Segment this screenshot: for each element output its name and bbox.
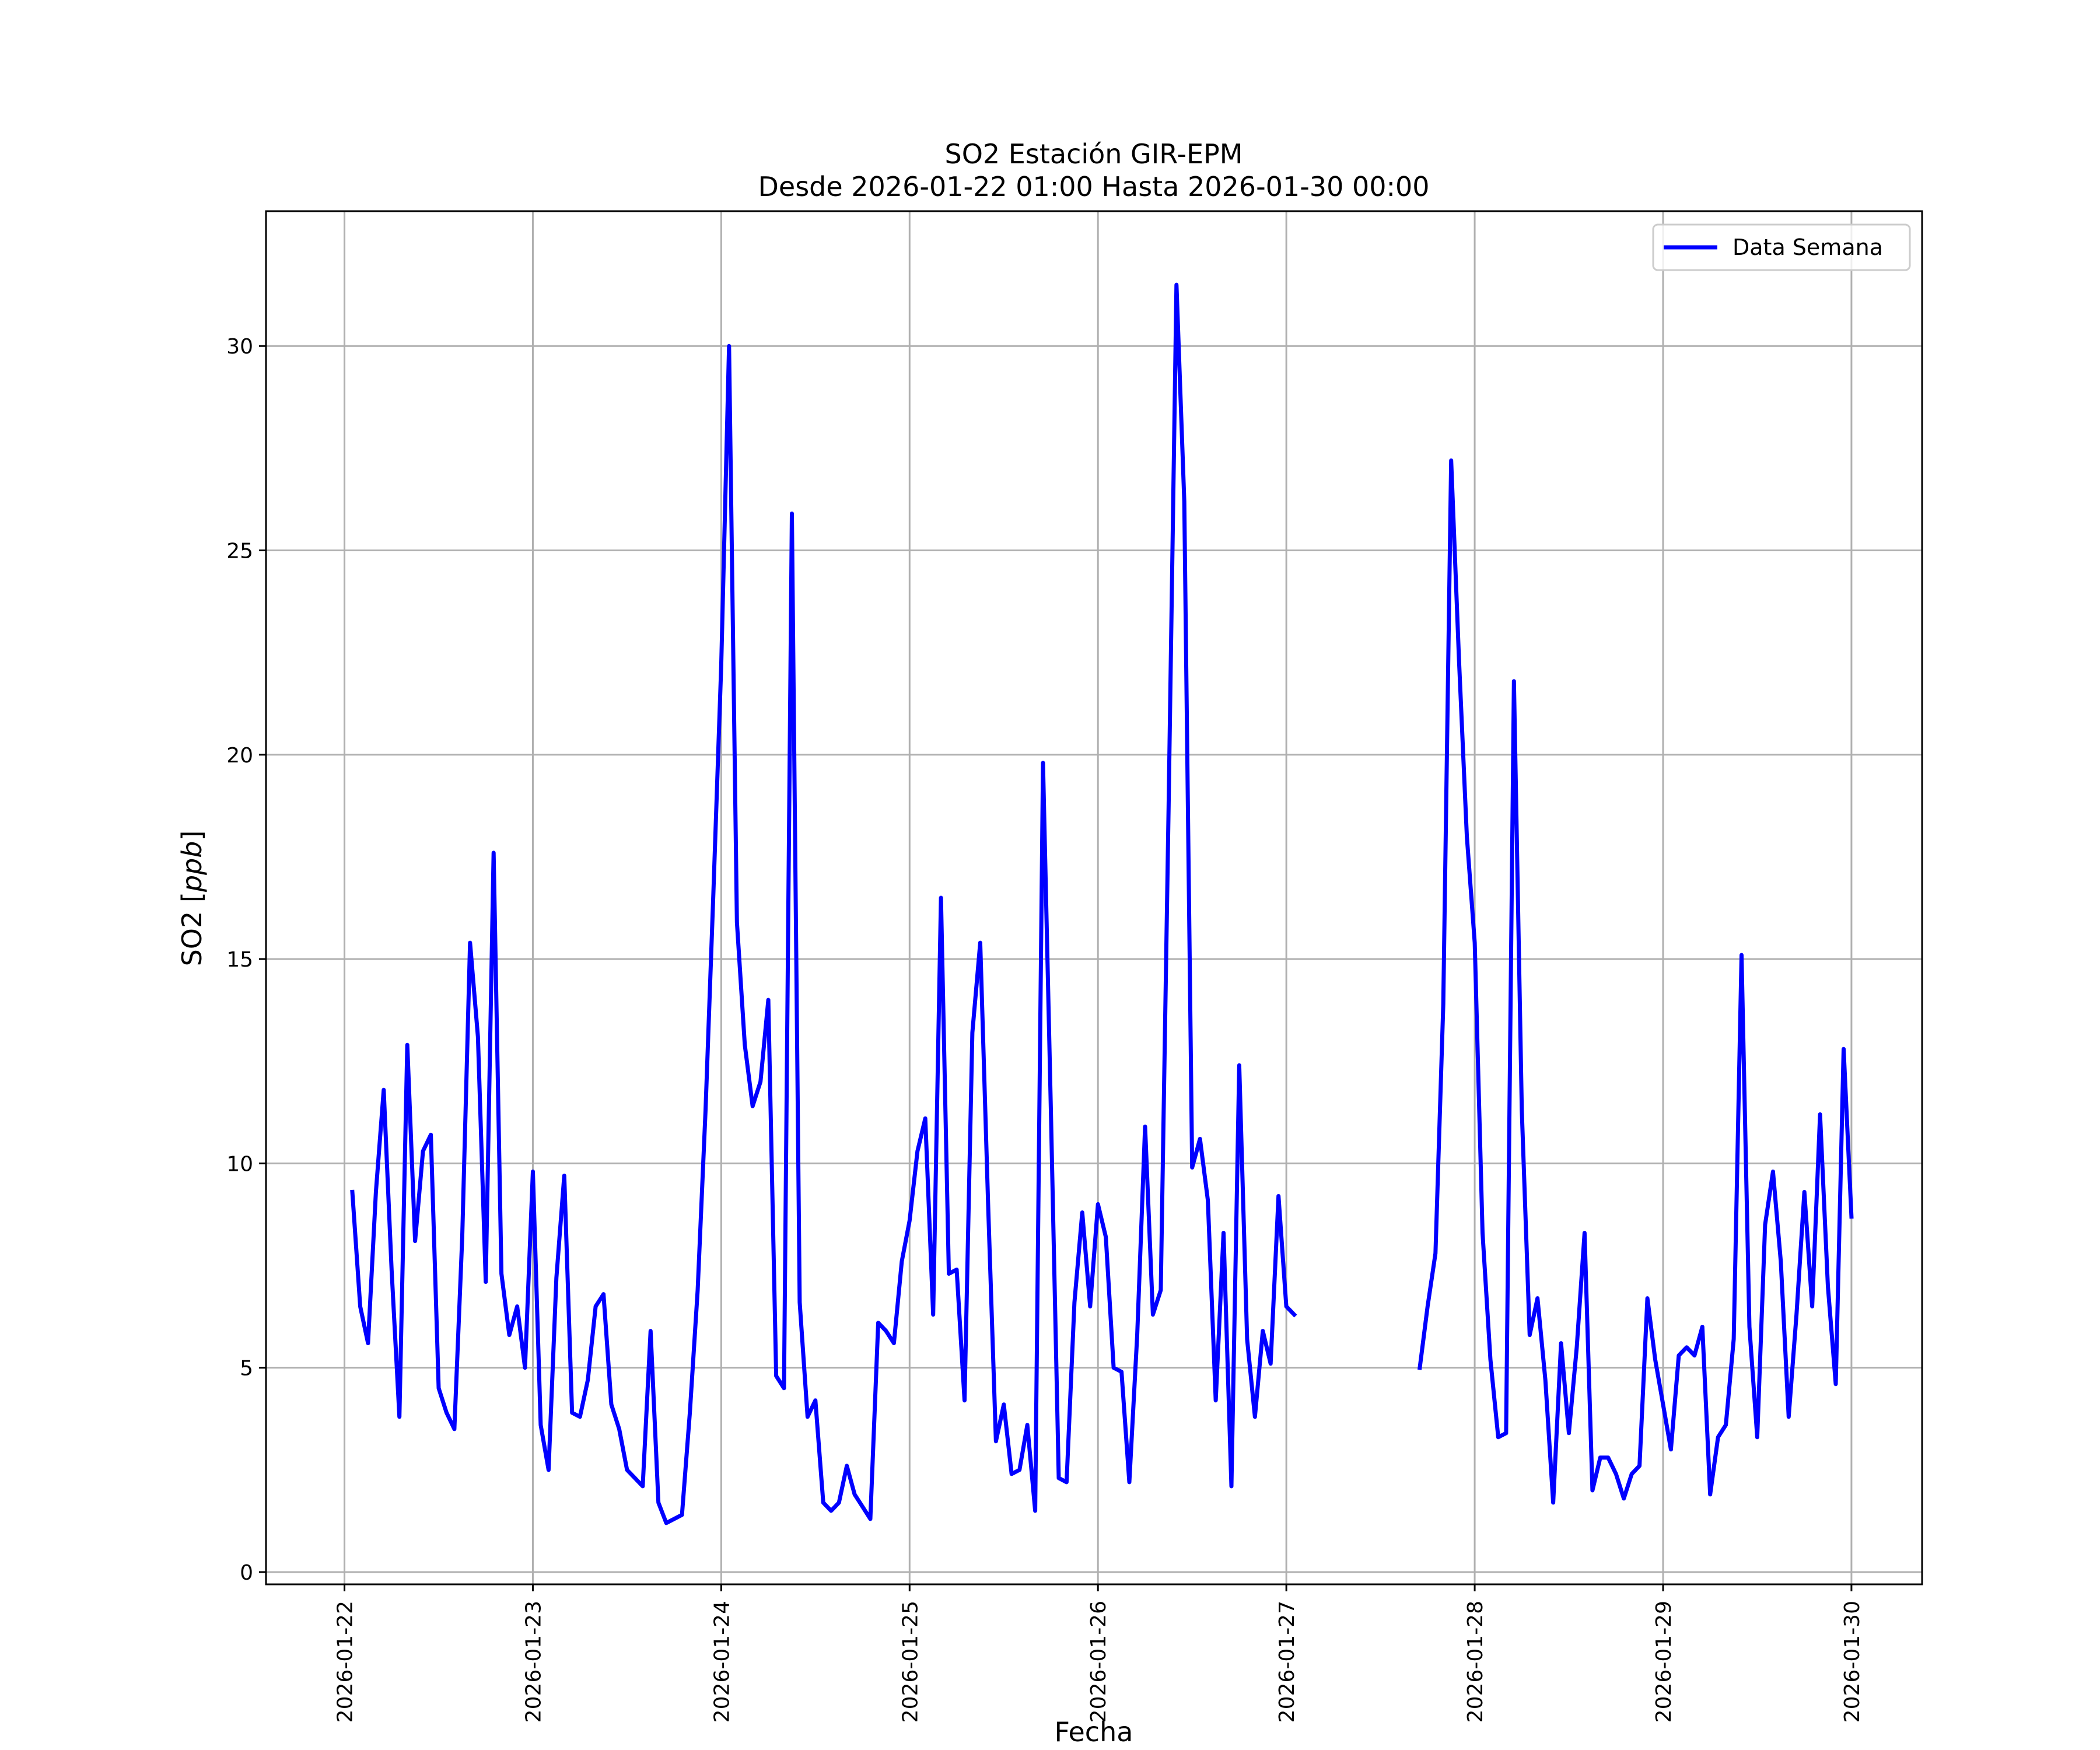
y-axis-label-close: ]: [176, 831, 208, 841]
chart-title: SO2 Estación GIR-EPM: [945, 138, 1243, 170]
x-tick-label: 2026-01-29: [1652, 1601, 1676, 1723]
series-line-group: [350, 282, 1854, 1525]
x-tick-label: 2026-01-23: [522, 1601, 545, 1723]
y-axis-label-main: SO2 [: [176, 892, 208, 966]
x-tick-label: 2026-01-24: [710, 1601, 734, 1723]
y-tick-label: 10: [226, 1152, 253, 1176]
x-tick-label: 2026-01-30: [1840, 1601, 1864, 1723]
x-tick-label: 2026-01-28: [1464, 1601, 1488, 1723]
chart-subtitle: Desde 2026-01-22 01:00 Hasta 2026-01-30 …: [758, 171, 1429, 202]
y-tick-label: 30: [226, 335, 253, 359]
legend-box: [1652, 223, 1911, 271]
x-tick-label: 2026-01-27: [1275, 1601, 1299, 1723]
series-line: [1417, 458, 1854, 1505]
y-tick-label: 25: [226, 539, 253, 563]
series-line: [350, 282, 1297, 1525]
y-tick-label: 20: [226, 744, 253, 768]
y-tick-label: 5: [240, 1357, 253, 1381]
x-axis-tick-labels: 2026-01-22 2026-01-23 2026-01-24 2026-01-25…: [334, 1601, 1864, 1723]
y-axis-label-unit: ppb: [176, 841, 208, 893]
x-tick-label: 2026-01-25: [898, 1601, 922, 1723]
axis-ticks: [259, 345, 1853, 1591]
x-tick-label: 2026-01-22: [334, 1601, 358, 1723]
x-tick-label: 2026-01-26: [1087, 1601, 1111, 1723]
legend-label: Data Semana: [1732, 235, 1883, 260]
y-axis-label: SO2 [ppb]: [176, 831, 208, 967]
legend: Data Semana: [1652, 223, 1911, 271]
series-layer: [350, 282, 1854, 1525]
y-axis-tick-labels: 0 5 10 15 20 25 30: [226, 335, 253, 1585]
y-tick-label: 0: [240, 1561, 253, 1585]
y-tick-label: 15: [226, 948, 253, 972]
x-axis-label: Fecha: [1055, 1716, 1133, 1748]
plot-area-frame: [265, 210, 1923, 1586]
